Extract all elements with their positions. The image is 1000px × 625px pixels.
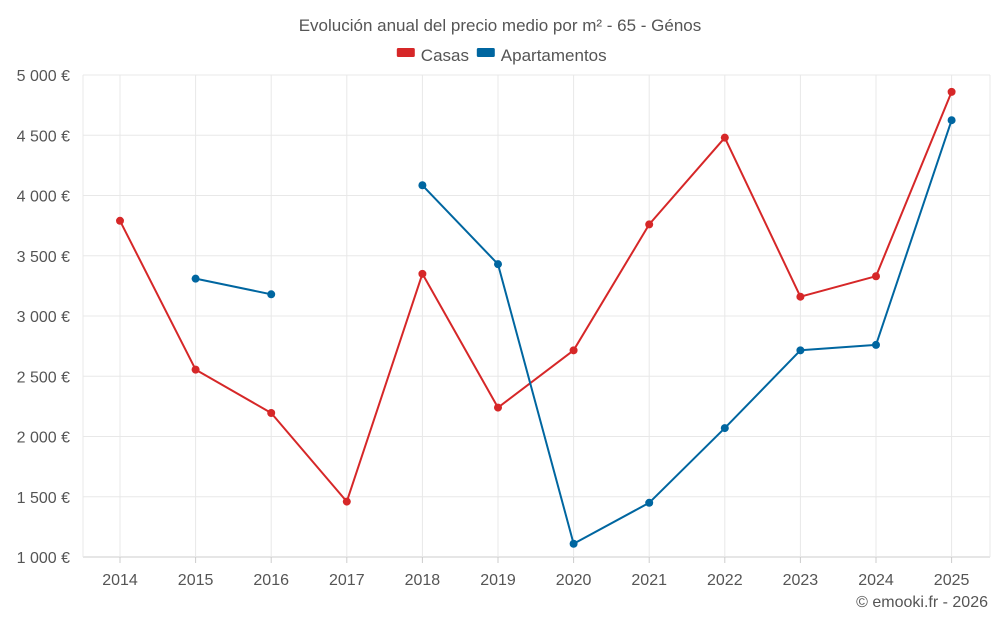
data-point-casas [872, 272, 880, 281]
y-tick-label: 1 000 € [17, 550, 70, 567]
y-tick-label: 2 500 € [17, 369, 70, 386]
legend-label-apartamentos: Apartamentos [501, 46, 607, 65]
y-tick-label: 3 500 € [17, 249, 70, 266]
y-tick-label: 2 000 € [17, 430, 70, 447]
data-point-apartamentos [494, 260, 502, 269]
data-point-apartamentos [796, 346, 805, 355]
y-tick-label: 4 000 € [17, 189, 70, 206]
y-tick-label: 4 500 € [17, 128, 70, 145]
data-point-casas [418, 269, 427, 278]
legend-item-casas: Casas [396, 46, 469, 65]
legend-item-apartamentos: Apartamentos [476, 46, 607, 65]
x-tick-label: 2023 [783, 572, 819, 589]
legend-swatch-apartamentos [476, 48, 495, 57]
data-point-apartamentos [418, 181, 427, 190]
x-tick-label: 2024 [858, 572, 894, 589]
data-point-apartamentos [720, 424, 729, 433]
x-tick-label: 2017 [329, 572, 365, 589]
x-tick-label: 2018 [405, 572, 441, 589]
x-tick-label: 2021 [631, 572, 667, 589]
y-tick-label: 3 000 € [17, 309, 70, 326]
data-point-casas [267, 409, 276, 418]
x-tick-label: 2025 [934, 572, 970, 589]
grid [82, 74, 991, 558]
data-point-apartamentos [872, 340, 880, 349]
x-tick-label: 2019 [480, 572, 516, 589]
data-point-casas [796, 292, 805, 301]
series [116, 87, 956, 548]
series-line-apartamentos [195, 119, 953, 545]
data-point-casas [569, 346, 578, 355]
data-point-casas [191, 365, 200, 374]
data-point-casas [720, 133, 729, 142]
axes: 1 000 € 1 500 € 2 000 € 2 500 € 3 000 € 3 500… [17, 68, 970, 589]
legend-swatch-casas [396, 48, 415, 57]
legend: Casas Apartamentos [396, 46, 607, 65]
x-tick-label: 2016 [253, 572, 289, 589]
data-point-apartamentos [947, 116, 956, 125]
x-tick-label: 2014 [102, 572, 138, 589]
data-point-casas [342, 497, 351, 506]
y-tick-label: 5 000 € [17, 68, 70, 85]
data-point-casas [494, 403, 502, 412]
data-point-apartamentos [645, 498, 654, 507]
data-point-apartamentos [569, 539, 578, 548]
copyright-footer: © emooki.fr - 2026 [856, 594, 988, 611]
chart-title: Evolución anual del precio medio por m² … [299, 16, 702, 35]
x-tick-label: 2015 [178, 572, 214, 589]
x-tick-label: 2022 [707, 572, 743, 589]
series-line-casas [119, 91, 953, 503]
data-point-apartamentos [191, 274, 200, 283]
x-tick-label: 2020 [556, 572, 592, 589]
data-point-casas [116, 216, 124, 225]
data-point-casas [947, 87, 956, 96]
data-point-apartamentos [267, 290, 276, 299]
data-point-casas [645, 220, 654, 229]
y-tick-label: 1 500 € [17, 490, 70, 507]
legend-label-casas: Casas [421, 46, 469, 65]
